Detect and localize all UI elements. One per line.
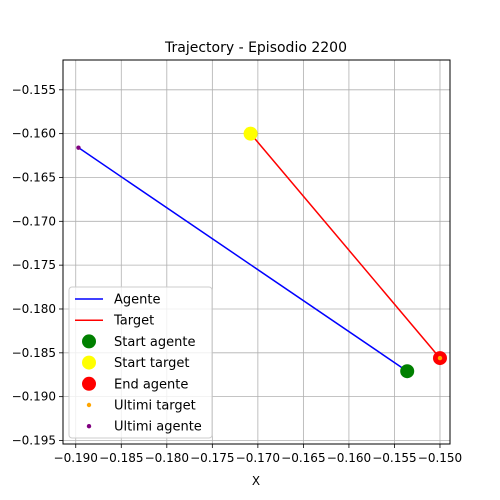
legend-swatch-ultimi-target — [86, 402, 92, 408]
point-start-agente — [400, 364, 415, 379]
plot-area — [76, 126, 447, 379]
x-tick-label: −0.170 — [236, 451, 280, 465]
legend: Agente Target Start agente Start target End … — [68, 286, 213, 439]
plot-frame — [62, 59, 451, 445]
legend-label-ultimi-agente: Ultimi agente — [114, 420, 202, 435]
legend-label-start-agente: Start agente — [114, 335, 195, 350]
y-tick-label: −0.195 — [12, 433, 56, 447]
x-tick-label: −0.155 — [372, 451, 416, 465]
y-tick-label: −0.180 — [12, 302, 56, 316]
x-tick-label: −0.180 — [145, 451, 189, 465]
legend-label-ultimi-target: Ultimi target — [114, 399, 196, 414]
legend-label-start-target: Start target — [114, 356, 189, 371]
legend-label-target: Target — [113, 314, 154, 329]
y-tick-label: −0.190 — [12, 390, 56, 404]
x-tick-label: −0.175 — [190, 451, 234, 465]
y-tick-label: −0.185 — [12, 346, 56, 360]
point-start-target — [243, 126, 258, 141]
legend-swatch-end-agente — [82, 376, 96, 391]
x-axis-label: X — [252, 474, 260, 488]
y-tick-label: −0.175 — [12, 258, 56, 272]
legend-label-agente: Agente — [114, 293, 160, 308]
x-tick-label: −0.160 — [327, 451, 371, 465]
x-tick-label: −0.190 — [54, 451, 98, 465]
chart-title: Trajectory - Episodio 2200 — [164, 40, 347, 56]
x-tick-label: −0.165 — [281, 451, 325, 465]
y-tick-label: −0.155 — [12, 83, 56, 97]
series-line-agente — [78, 147, 408, 372]
x-tick-label: −0.185 — [99, 451, 143, 465]
legend-swatch-start-agente — [82, 334, 96, 349]
y-tick-label: −0.170 — [12, 214, 56, 228]
y-tick-label: −0.160 — [12, 127, 56, 141]
point-ultimi-agente — [76, 145, 81, 150]
y-axis-ticks: −0.155 −0.160 −0.165 −0.170 −0.175 −0.180 −0.1… — [12, 83, 63, 447]
legend-swatch-ultimi-agente — [86, 424, 92, 429]
legend-label-end-agente: End agente — [114, 377, 188, 392]
y-tick-label: −0.165 — [12, 170, 56, 184]
x-axis-ticks: −0.190 −0.185 −0.180 −0.175 −0.170 −0.165 −0.1… — [54, 444, 462, 465]
legend-swatch-start-target — [82, 355, 96, 370]
x-tick-label: −0.150 — [418, 451, 462, 465]
legend-box — [68, 286, 213, 439]
point-ultimi-target — [437, 355, 443, 361]
series-line-target — [250, 133, 441, 359]
